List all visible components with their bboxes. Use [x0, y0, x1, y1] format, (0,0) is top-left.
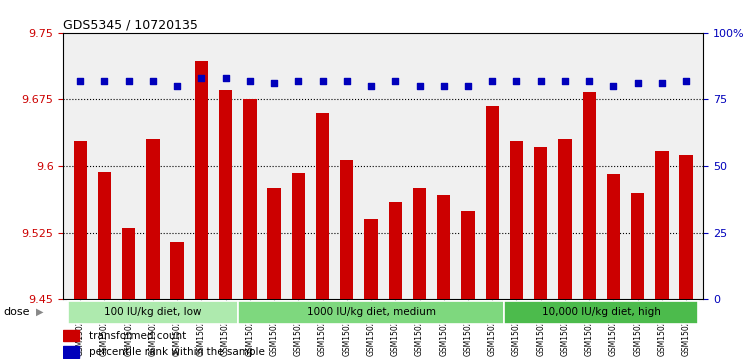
- Text: 10,000 IU/kg diet, high: 10,000 IU/kg diet, high: [542, 307, 661, 317]
- Bar: [365, 220, 378, 299]
- Bar: [437, 195, 450, 299]
- Bar: [534, 147, 548, 299]
- Bar: [461, 211, 475, 299]
- Bar: [292, 173, 305, 299]
- Point: [98, 78, 110, 83]
- Point: [535, 78, 547, 83]
- Text: dose: dose: [4, 307, 31, 317]
- Text: ▶: ▶: [36, 307, 43, 317]
- Point: [656, 81, 668, 86]
- Point: [487, 78, 498, 83]
- Text: GDS5345 / 10720135: GDS5345 / 10720135: [63, 19, 198, 32]
- Bar: [63, 330, 80, 341]
- Bar: [68, 301, 238, 324]
- Text: 100 IU/kg diet, low: 100 IU/kg diet, low: [104, 307, 202, 317]
- Bar: [631, 193, 644, 299]
- Text: percentile rank within the sample: percentile rank within the sample: [89, 347, 265, 357]
- Point: [341, 78, 353, 83]
- Point: [680, 78, 692, 83]
- Bar: [510, 141, 523, 299]
- Bar: [195, 61, 208, 299]
- Point: [317, 78, 329, 83]
- Point: [74, 78, 86, 83]
- Text: transformed count: transformed count: [89, 331, 186, 340]
- Point: [510, 78, 522, 83]
- Bar: [316, 113, 330, 299]
- Point: [462, 83, 474, 89]
- Bar: [558, 139, 571, 299]
- Point: [123, 78, 135, 83]
- Bar: [486, 106, 499, 299]
- Bar: [679, 155, 693, 299]
- Bar: [388, 201, 402, 299]
- Point: [147, 78, 159, 83]
- Point: [607, 83, 619, 89]
- Point: [559, 78, 571, 83]
- Point: [389, 78, 401, 83]
- Bar: [97, 172, 111, 299]
- Point: [171, 83, 183, 89]
- Bar: [583, 92, 596, 299]
- Bar: [238, 301, 504, 324]
- Bar: [63, 346, 80, 358]
- Bar: [655, 151, 669, 299]
- Point: [583, 78, 595, 83]
- Bar: [267, 188, 280, 299]
- Bar: [122, 228, 135, 299]
- Point: [196, 75, 208, 81]
- Point: [414, 83, 426, 89]
- Point: [632, 81, 644, 86]
- Text: 1000 IU/kg diet, medium: 1000 IU/kg diet, medium: [307, 307, 435, 317]
- Bar: [340, 160, 353, 299]
- Bar: [413, 188, 426, 299]
- Point: [219, 75, 231, 81]
- Point: [292, 78, 304, 83]
- Bar: [219, 90, 232, 299]
- Bar: [74, 141, 87, 299]
- Bar: [243, 99, 257, 299]
- Point: [437, 83, 449, 89]
- Bar: [147, 139, 159, 299]
- Bar: [504, 301, 698, 324]
- Bar: [607, 174, 620, 299]
- Point: [365, 83, 377, 89]
- Bar: [170, 242, 184, 299]
- Point: [244, 78, 256, 83]
- Point: [268, 81, 280, 86]
